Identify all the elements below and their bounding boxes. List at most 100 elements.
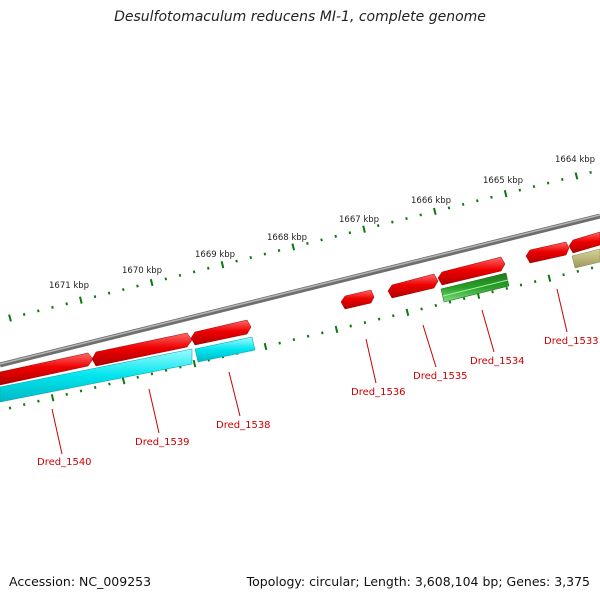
outer-minor-tick: [320, 238, 323, 242]
gene-label-dred-1534: Dred_1534: [470, 356, 525, 367]
inner-minor-tick: [462, 297, 466, 301]
kbp-label-1671: 1671 kbp: [49, 281, 89, 291]
gene-dred-1536[interactable]: [340, 289, 375, 310]
inner-minor-tick: [321, 331, 324, 335]
inner-minor-tick: [434, 303, 438, 308]
gene-dred-1534[interactable]: [437, 256, 506, 286]
gene-offscreen-forward[interactable]: [568, 231, 600, 254]
gene-dred-1534-rna[interactable]: [440, 272, 510, 303]
outer-major-tick: [149, 278, 154, 287]
inner-minor-tick: [108, 382, 111, 386]
gene-dred-1538-reverse[interactable]: [194, 336, 256, 363]
inner-minor-tick: [8, 406, 12, 410]
inner-minor-tick: [363, 321, 367, 325]
rna-genes: [440, 272, 510, 303]
rna-gene-stripe: [442, 279, 509, 297]
kbp-label-1667: 1667 kbp: [339, 215, 379, 225]
outer-minor-tick: [51, 305, 54, 309]
outer-minor-tick: [164, 277, 168, 281]
kbp-labels: 1664 kbp 1665 kbp 1666 kbp 1667 kbp 1668…: [49, 155, 595, 291]
gene-olive[interactable]: [571, 248, 600, 269]
outer-minor-tick: [419, 213, 422, 217]
inner-minor-tick: [37, 399, 40, 403]
outer-minor-tick: [107, 291, 111, 295]
genome-backbone-highlight: [0, 214, 600, 365]
inner-tick-track: [8, 266, 594, 410]
genome-summary-text: Topology: circular; Length: 3,608,104 bp…: [246, 574, 590, 589]
leader-dred-1533: [556, 288, 568, 333]
outer-minor-tick: [263, 252, 267, 256]
outer-tick-track: [8, 170, 592, 322]
inner-minor-tick: [590, 266, 594, 270]
outer-minor-tick: [235, 259, 238, 263]
outer-minor-tick: [461, 202, 465, 206]
kbp-label-1664: 1664 kbp: [555, 155, 595, 165]
outer-major-tick: [503, 190, 508, 198]
outer-minor-tick: [334, 234, 337, 238]
leader-dred-1536: [365, 338, 377, 384]
outer-minor-tick: [376, 224, 380, 228]
gene-label-dred-1538: Dred_1538: [216, 420, 271, 431]
leader-dred-1534: [481, 309, 495, 353]
gene-label-dred-1535: Dred_1535: [413, 371, 468, 382]
outer-minor-tick: [136, 284, 139, 288]
outer-minor-tick: [490, 195, 493, 199]
inner-minor-tick: [65, 392, 69, 396]
gene-dred-1538[interactable]: [190, 319, 252, 346]
inner-minor-tick: [420, 307, 423, 311]
outer-minor-tick: [546, 181, 550, 185]
gene-label-dred-1539: Dred_1539: [135, 437, 190, 448]
leader-dred-1540: [51, 408, 63, 455]
kbp-label-1668: 1668 kbp: [267, 233, 307, 243]
outer-minor-tick: [122, 288, 125, 292]
outer-minor-tick: [518, 188, 522, 192]
outer-minor-tick: [306, 241, 309, 245]
outer-minor-tick: [206, 266, 210, 270]
inner-minor-tick: [306, 334, 310, 338]
gene-label-dred-1536: Dred_1536: [351, 387, 406, 398]
accession-text: Accession: NC_009253: [9, 574, 152, 589]
outer-minor-tick: [405, 217, 408, 221]
inner-minor-tick: [392, 314, 395, 318]
outer-minor-tick: [391, 220, 394, 224]
outer-major-tick: [220, 261, 225, 269]
gene-dred-1539[interactable]: [91, 332, 193, 367]
inner-minor-tick: [562, 273, 565, 277]
forward-genes: [0, 231, 600, 386]
kbp-label-1666: 1666 kbp: [411, 196, 451, 206]
reverse-genes: [0, 336, 256, 403]
map-title: Desulfotomaculum reducens MI-1, complete…: [114, 9, 486, 25]
inner-major-tick: [547, 274, 552, 282]
inner-major-tick: [192, 359, 197, 368]
outer-minor-tick: [65, 302, 68, 306]
genome-backbone: [0, 213, 600, 368]
gene-dred-1539-reverse[interactable]: [0, 348, 193, 403]
inner-minor-tick: [377, 317, 381, 321]
gene-dred-1540[interactable]: [0, 352, 94, 386]
inner-minor-tick: [278, 341, 281, 345]
kbp-label-1669: 1669 kbp: [195, 250, 235, 260]
label-leader-lines: [51, 288, 568, 455]
kbp-label-1670: 1670 kbp: [122, 266, 162, 276]
outer-minor-tick: [192, 270, 196, 274]
inner-major-tick: [50, 394, 55, 402]
outer-minor-tick: [277, 248, 281, 253]
outer-major-tick: [433, 207, 437, 216]
inner-major-tick: [263, 342, 268, 351]
gene-label-dred-1533: Dred_1533: [544, 336, 599, 347]
outer-minor-tick: [22, 312, 26, 316]
outer-minor-tick: [476, 199, 479, 203]
gene-dred-1533[interactable]: [525, 241, 570, 264]
inner-minor-tick: [491, 290, 494, 294]
inner-minor-tick: [576, 269, 580, 273]
inner-major-tick: [121, 377, 126, 385]
inner-minor-tick: [150, 372, 154, 376]
outer-major-tick: [8, 314, 12, 322]
gene-dred-1535[interactable]: [387, 273, 439, 299]
outer-minor-tick: [447, 206, 451, 210]
outer-minor-tick: [589, 170, 592, 174]
inner-minor-tick: [164, 368, 168, 372]
outer-minor-tick: [532, 185, 536, 189]
inner-minor-tick: [519, 283, 523, 287]
inner-minor-tick: [292, 338, 296, 342]
